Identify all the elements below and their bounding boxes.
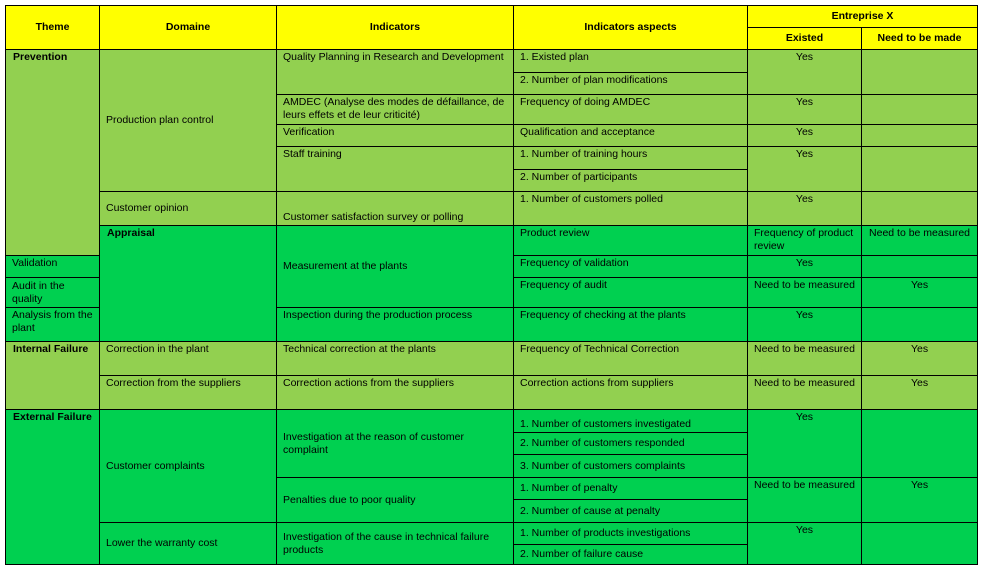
- aspect-audit: Frequency of audit: [513, 277, 748, 308]
- need-investigation-complaint: [860, 409, 979, 478]
- need-customer-survey: [860, 191, 979, 226]
- aspect-checking-at-plants: Frequency of checking at the plants: [513, 307, 748, 342]
- indicator-validation: Validation: [5, 255, 100, 278]
- existed-technical-failure: Yes: [747, 522, 862, 565]
- indicator-amdec: AMDEC (Analyse des modes de défaillance,…: [276, 94, 514, 125]
- indicator-verification: Verification: [276, 124, 514, 147]
- indicator-technical-failure-investigation: Investigation of the cause in technical …: [276, 522, 514, 565]
- aspect-customers-investigated: 1. Number of customers investigated: [513, 409, 748, 433]
- aspect-training-hours: 1. Number of training hours: [513, 146, 748, 170]
- indicator-product-review: Product review: [513, 225, 748, 256]
- aspect-number-of-penalty: 1. Number of penalty: [513, 477, 748, 500]
- existed-correction-actions: Need to be measured: [747, 375, 862, 410]
- existed-penalties: Need to be measured: [747, 477, 862, 523]
- indicator-investigation-complaint: Investigation at the reason of customer …: [276, 409, 514, 478]
- need-validation: [860, 255, 979, 278]
- header-theme: Theme: [5, 5, 100, 50]
- need-inspection: [860, 307, 979, 342]
- need-correction-actions: Yes: [860, 375, 979, 410]
- aspect-qualification: Qualification and acceptance: [513, 124, 748, 147]
- need-verification: [860, 124, 979, 147]
- indicator-penalties: Penalties due to poor quality: [276, 477, 514, 523]
- header-need-to-be-made: Need to be made: [860, 27, 979, 50]
- header-domaine: Domaine: [99, 5, 277, 50]
- existed-quality-planning: Yes: [747, 49, 862, 95]
- need-staff-training: [860, 146, 979, 192]
- need-audit: Yes: [860, 277, 979, 308]
- existed-customer-survey: Yes: [747, 191, 862, 226]
- aspect-plan-modifications: 2. Number of plan modifications: [513, 72, 748, 95]
- indicator-quality-planning: Quality Planning in Research and Develop…: [276, 49, 514, 95]
- aspect-customers-complaints: 3. Number of customers complaints: [513, 454, 748, 478]
- aspect-validation: Frequency of validation: [513, 255, 748, 278]
- theme-prevention: Prevention: [5, 49, 100, 256]
- aspect-customers-responded: 2. Number of customers responded: [513, 432, 748, 455]
- aspect-customers-polled: 1. Number of customers polled: [513, 191, 748, 226]
- need-amdec: [860, 94, 979, 125]
- indicator-audit: Audit in the quality: [5, 277, 100, 308]
- header-existed: Existed: [747, 27, 862, 50]
- domain-correction-in-plant: Correction in the plant: [99, 341, 277, 376]
- aspect-failure-cause: 2. Number of failure cause: [513, 544, 748, 565]
- aspect-existed-plan: 1. Existed plan: [513, 49, 748, 73]
- theme-appraisal: Appraisal: [99, 225, 277, 342]
- indicator-customer-survey: Customer satisfaction survey or polling: [276, 191, 514, 226]
- domain-measurement-at-plants: Measurement at the plants: [276, 225, 514, 308]
- indicator-inspection: Inspection during the production process: [276, 307, 514, 342]
- header-indicators-aspects: Indicators aspects: [513, 5, 748, 50]
- domain-correction-from-suppliers: Correction from the suppliers: [99, 375, 277, 410]
- existed-technical-correction: Need to be measured: [747, 341, 862, 376]
- existed-inspection: Yes: [747, 307, 862, 342]
- need-technical-failure: [860, 522, 979, 565]
- existed-product-review: Need to be measured: [860, 225, 979, 256]
- existed-staff-training: Yes: [747, 146, 862, 192]
- existed-verification: Yes: [747, 124, 862, 147]
- aspect-products-investigations: 1. Number of products investigations: [513, 522, 748, 545]
- existed-validation: Yes: [747, 255, 862, 278]
- domain-analysis-from-plant: Analysis from the plant: [5, 307, 100, 342]
- domain-customer-complaints: Customer complaints: [99, 409, 277, 523]
- need-technical-correction: Yes: [860, 341, 979, 376]
- header-entreprise-x: Entreprise X: [746, 5, 979, 28]
- existed-investigation-complaint: Yes: [747, 409, 862, 478]
- aspect-participants: 2. Number of participants: [513, 169, 748, 192]
- aspect-correction-actions: Correction actions from suppliers: [513, 375, 748, 410]
- indicator-correction-actions: Correction actions from the suppliers: [276, 375, 514, 410]
- existed-audit: Need to be measured: [747, 277, 862, 308]
- domain-customer-opinion: Customer opinion: [99, 191, 277, 226]
- domain-lower-warranty-cost: Lower the warranty cost: [99, 522, 277, 565]
- aspect-product-review: Frequency of product review: [747, 225, 862, 256]
- header-indicators: Indicators: [276, 5, 514, 50]
- theme-external-failure: External Failure: [5, 409, 100, 565]
- theme-internal-failure: Internal Failure: [5, 341, 100, 410]
- existed-amdec: Yes: [747, 94, 862, 125]
- aspect-amdec-frequency: Frequency of doing AMDEC: [513, 94, 748, 125]
- quality-indicators-table: Theme Domaine Indicators Indicators aspe…: [5, 5, 979, 565]
- need-quality-planning: [860, 49, 979, 95]
- indicator-technical-correction: Technical correction at the plants: [276, 341, 514, 376]
- indicator-staff-training: Staff training: [276, 146, 514, 192]
- domain-production-plan-control: Production plan control: [99, 49, 277, 192]
- aspect-cause-at-penalty: 2. Number of cause at penalty: [513, 499, 748, 523]
- aspect-technical-correction: Frequency of Technical Correction: [513, 341, 748, 376]
- need-penalties: Yes: [860, 477, 979, 523]
